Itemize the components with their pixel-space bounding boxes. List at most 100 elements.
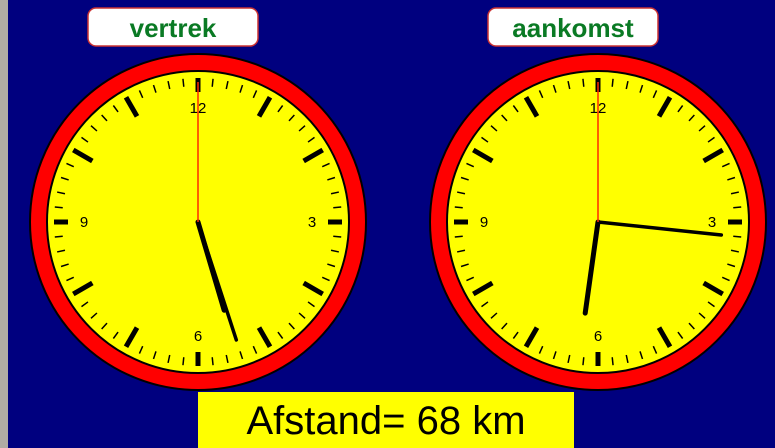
dial-tick [54, 235, 63, 238]
label-box [87, 7, 259, 47]
dial-tick [256, 326, 273, 348]
dial-tick [66, 276, 75, 282]
dial-number: 6 [194, 328, 202, 345]
dial-tick [239, 351, 244, 360]
dial-tick [652, 345, 658, 354]
dial-tick [538, 90, 544, 99]
dial-tick [288, 322, 295, 330]
dial-tick [152, 84, 157, 93]
dial-tick [321, 276, 330, 282]
dial-tick [733, 206, 742, 209]
dial-tick [656, 326, 673, 348]
dial-tick [288, 114, 295, 122]
dial-tick [702, 147, 724, 164]
dial-tick [466, 276, 475, 282]
dial-tick [90, 125, 98, 132]
dial-tick [56, 249, 66, 253]
dial-tick [727, 263, 736, 268]
dial-number: 3 [308, 214, 316, 231]
dial-tick [472, 280, 494, 297]
dial-tick [56, 191, 66, 195]
dial-tick [138, 90, 144, 99]
dial-tick [112, 105, 119, 113]
dial-tick [702, 280, 724, 297]
dial-tick [330, 249, 340, 253]
dial-tick [567, 354, 571, 364]
dial-tick [211, 78, 214, 87]
dial-tick [54, 206, 63, 209]
dial-tick [733, 235, 742, 238]
dial-tick [123, 326, 140, 348]
dial-tick [501, 322, 508, 330]
dial-number: 9 [80, 214, 88, 231]
dial-tick [182, 357, 185, 366]
dial-tick [60, 263, 69, 268]
dial-tick [481, 301, 489, 308]
dial-tick [90, 312, 98, 319]
dial-number: 3 [708, 214, 716, 231]
dial-tick [101, 114, 108, 122]
dial-tick [454, 235, 463, 238]
dial-tick [277, 105, 284, 113]
dial-tick [567, 80, 571, 90]
dial-tick [333, 206, 342, 209]
dial-tick [582, 78, 585, 87]
dial-tick [252, 90, 258, 99]
dial-tick [101, 322, 108, 330]
dial-tick [298, 125, 306, 132]
dial-tick [677, 105, 684, 113]
dial-tick [460, 263, 469, 268]
dial-tick [256, 96, 273, 118]
dial-tick [698, 312, 706, 319]
distance-text: Afstand= 68 km [246, 399, 525, 443]
dial-tick [625, 80, 629, 90]
dial-tick [490, 312, 498, 319]
dial-tick [138, 345, 144, 354]
dial-tick [721, 276, 730, 282]
dial-tick [167, 80, 171, 90]
dial-tick [112, 331, 119, 339]
dial-tick [321, 162, 330, 168]
minute-hand [596, 220, 724, 237]
dial-tick [72, 280, 94, 297]
dial-tick [466, 162, 475, 168]
dial-tick [656, 96, 673, 118]
dial-tick [330, 191, 340, 195]
dial-tick [307, 301, 315, 308]
hour-hand [582, 219, 601, 316]
dial-tick [454, 206, 463, 209]
dial-tick [652, 90, 658, 99]
clock-label: aankomst [512, 13, 634, 43]
dial-tick [688, 114, 695, 122]
dial-tick [523, 96, 540, 118]
dial-tick [727, 176, 736, 181]
dial-tick [707, 136, 715, 143]
dial-tick [333, 235, 342, 238]
dial-tick [472, 147, 494, 164]
dial-tick [460, 176, 469, 181]
dial-tick [298, 312, 306, 319]
dial-tick [611, 357, 614, 366]
dial-tick [707, 301, 715, 308]
left-border [0, 0, 8, 448]
dial-tick [698, 125, 706, 132]
dial-tick [721, 162, 730, 168]
dial-tick [327, 176, 336, 181]
dial-tick [327, 263, 336, 268]
dial-tick [66, 162, 75, 168]
dial-tick [490, 125, 498, 132]
dial-tick [512, 331, 519, 339]
dial-tick [523, 326, 540, 348]
dial-tick [152, 351, 157, 360]
dial-tick [123, 96, 140, 118]
dial-tick [611, 78, 614, 87]
dial-tick [252, 345, 258, 354]
dial-tick [167, 354, 171, 364]
dial-tick [501, 114, 508, 122]
dial-tick [552, 84, 557, 93]
label-box [487, 7, 659, 47]
dial-tick [72, 147, 94, 164]
dial-tick [81, 136, 89, 143]
dial-tick [60, 176, 69, 181]
